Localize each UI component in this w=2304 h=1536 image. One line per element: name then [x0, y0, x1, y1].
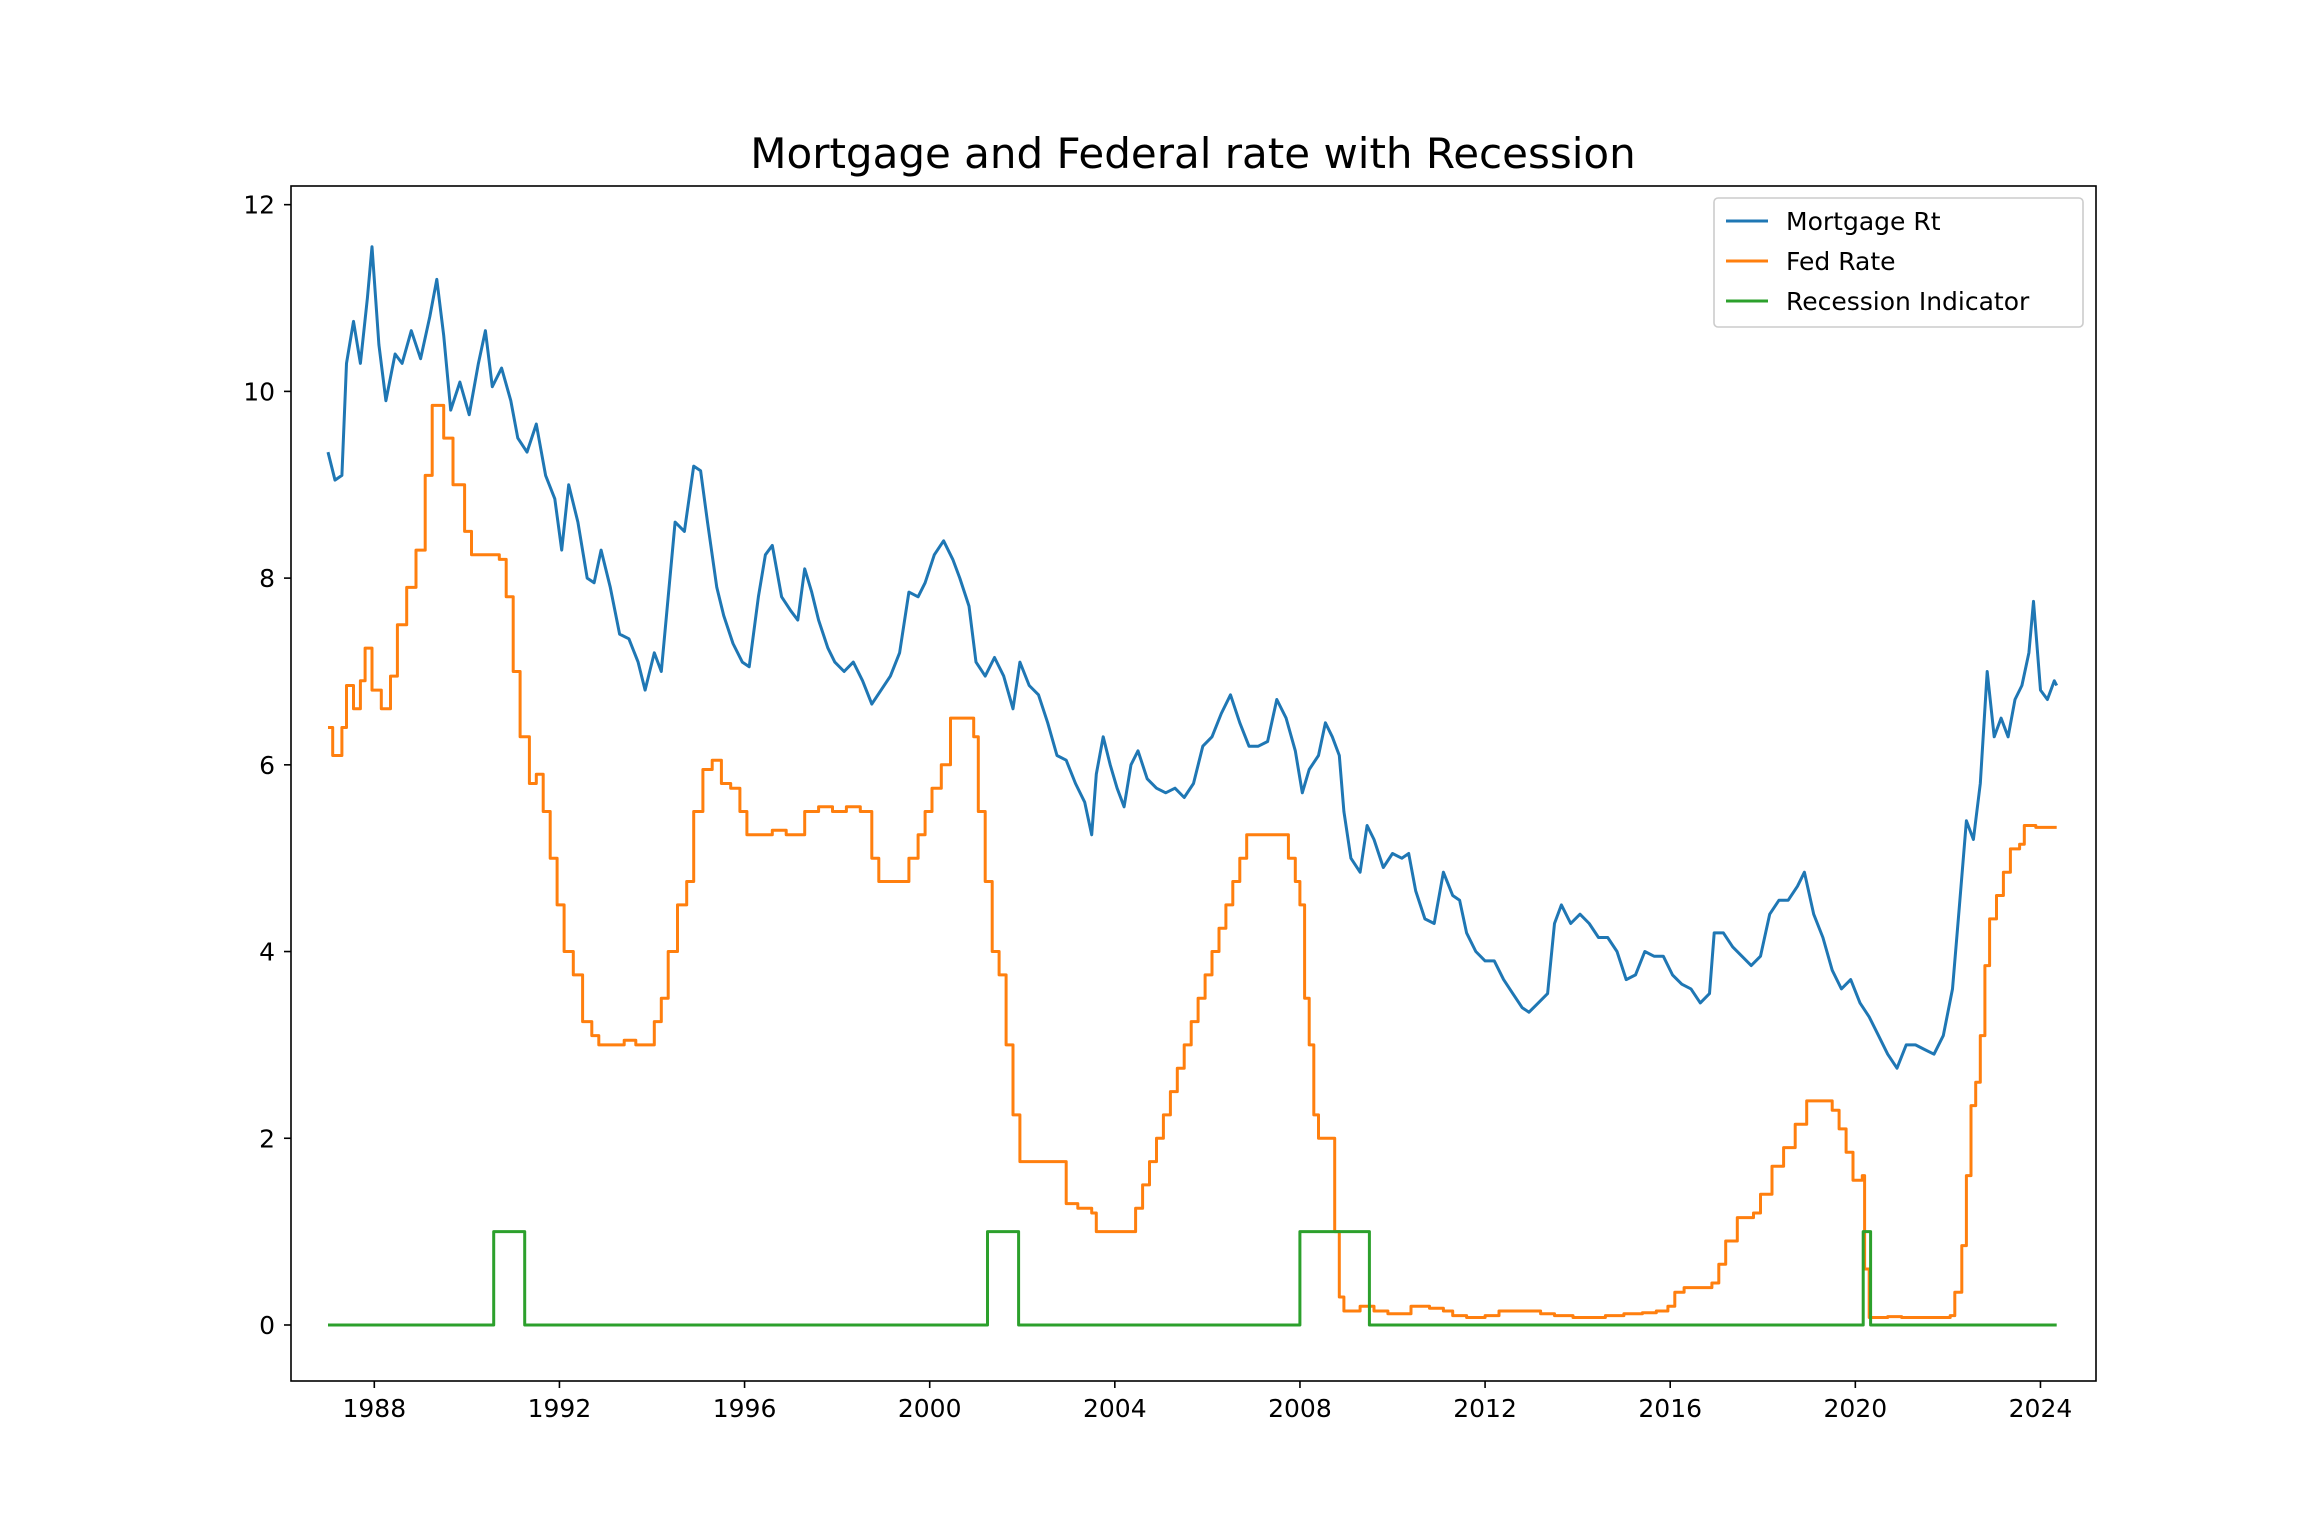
series-line-0 [326, 245, 2059, 1070]
series-line-1 [328, 403, 2057, 1319]
y-axis: 0 2 4 6 8 10 12 [243, 191, 291, 1340]
legend: Mortgage Rt Fed Rate Recession Indicator [1713, 197, 2084, 328]
x-tick-label: 2020 [1824, 1394, 1888, 1423]
x-tick-label: 1996 [713, 1394, 777, 1423]
legend-label-0: Mortgage Rt [1786, 207, 1941, 236]
y-tick-label: 12 [243, 191, 275, 220]
x-tick-label: 2016 [1638, 1394, 1702, 1423]
x-tick-label: 2004 [1083, 1394, 1147, 1423]
y-tick-label: 4 [259, 938, 275, 967]
x-tick-label: 2008 [1268, 1394, 1332, 1423]
x-tick-label: 2012 [1453, 1394, 1517, 1423]
chart-title: Mortgage and Federal rate with Recession [750, 129, 1635, 178]
y-tick-label: 6 [259, 751, 275, 780]
y-tick-label: 8 [259, 564, 275, 593]
legend-label-2: Recession Indicator [1786, 287, 2030, 316]
x-tick-label: 2024 [2009, 1394, 2073, 1423]
y-tick-label: 2 [259, 1124, 275, 1153]
y-tick-label: 10 [243, 377, 275, 406]
legend-label-1: Fed Rate [1786, 247, 1896, 276]
x-axis: 1988 1992 1996 2000 2004 2008 2012 2016 2020 2024 [342, 1381, 2072, 1423]
series-line-2 [328, 1230, 2057, 1327]
x-tick-label: 1992 [528, 1394, 592, 1423]
plot-frame [290, 185, 2097, 1382]
legend-box [1713, 197, 2084, 328]
x-tick-label: 2000 [898, 1394, 962, 1423]
y-tick-label: 0 [259, 1311, 275, 1340]
plot-lines [326, 245, 2059, 1327]
x-tick-label: 1988 [342, 1394, 406, 1423]
